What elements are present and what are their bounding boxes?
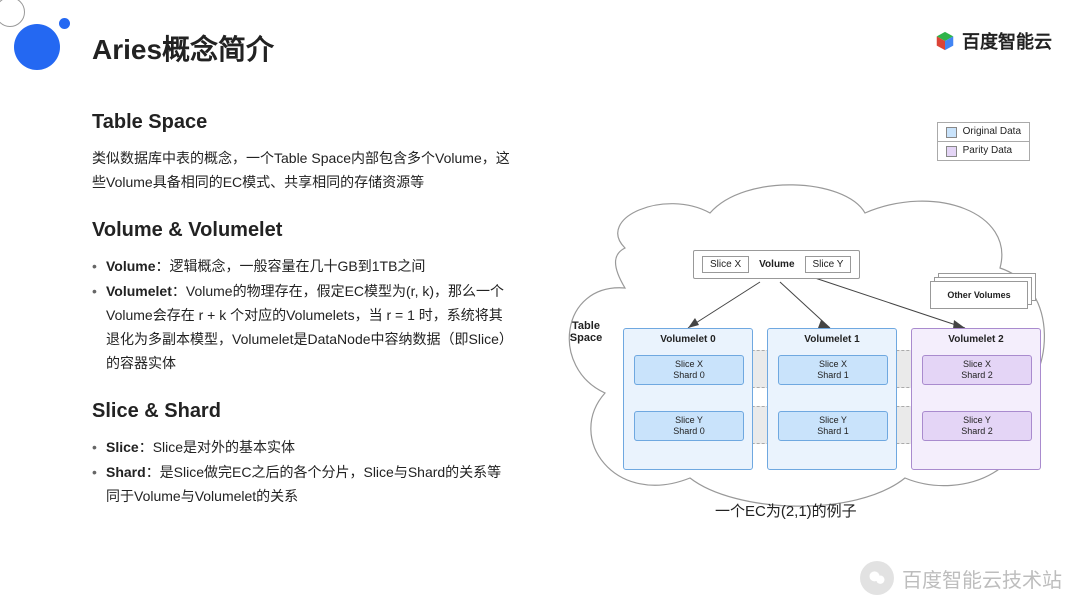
shard: Slice XShard 2	[922, 355, 1032, 385]
shard: Slice XShard 0	[634, 355, 744, 385]
bullet-volume: Volume：逻辑概念，一般容量在几十GB到1TB之间	[92, 255, 512, 279]
other-volumes: Other Volumes	[930, 273, 1028, 307]
shard: Slice YShard 0	[634, 411, 744, 441]
brand-dot	[14, 24, 60, 70]
wechat-icon	[860, 561, 894, 595]
volumelet-0: Volumelet 0Slice XShard 0Slice YShard 0	[623, 328, 753, 470]
legend: Original Data Parity Data	[937, 122, 1030, 160]
body-tablespace: 类似数据库中表的概念，一个Table Space内部包含多个Volume，这些V…	[92, 147, 512, 195]
logo-text: 百度智能云	[962, 28, 1052, 54]
cube-icon	[934, 30, 956, 52]
watermark: 百度智能云技术站	[860, 561, 1062, 595]
heading-volume: Volume & Volumelet	[92, 213, 512, 247]
page-title: Aries概念简介	[92, 28, 274, 68]
volume-box: Slice X Volume Slice Y	[693, 250, 860, 279]
heading-tablespace: Table Space	[92, 105, 512, 139]
bullet-slice: Slice：Slice是对外的基本实体	[92, 436, 512, 460]
text-content: Table Space 类似数据库中表的概念，一个Table Space内部包含…	[92, 105, 512, 511]
shard: Slice YShard 1	[778, 411, 888, 441]
brand-logo: 百度智能云	[934, 28, 1052, 54]
volumelet-2: Volumelet 2Slice XShard 2Slice YShard 2	[911, 328, 1041, 470]
bullet-volumelet: Volumelet：Volume的物理存在，假定EC模型为(r, k)，那么一个…	[92, 280, 512, 375]
volumelet-1: Volumelet 1Slice XShard 1Slice YShard 1	[767, 328, 897, 470]
diagram-caption: 一个EC为(2,1)的例子	[715, 500, 857, 521]
shard: Slice XShard 1	[778, 355, 888, 385]
bullet-shard: Shard：是Slice做完EC之后的各个分片，Slice与Shard的关系等同…	[92, 461, 512, 509]
tablespace-label: Table Space	[561, 320, 611, 344]
heading-slice: Slice & Shard	[92, 394, 512, 428]
shard: Slice YShard 2	[922, 411, 1032, 441]
decorative-circle	[0, 0, 25, 27]
cloud-region: Table Space Slice X Volume Slice Y Other…	[555, 178, 1050, 508]
